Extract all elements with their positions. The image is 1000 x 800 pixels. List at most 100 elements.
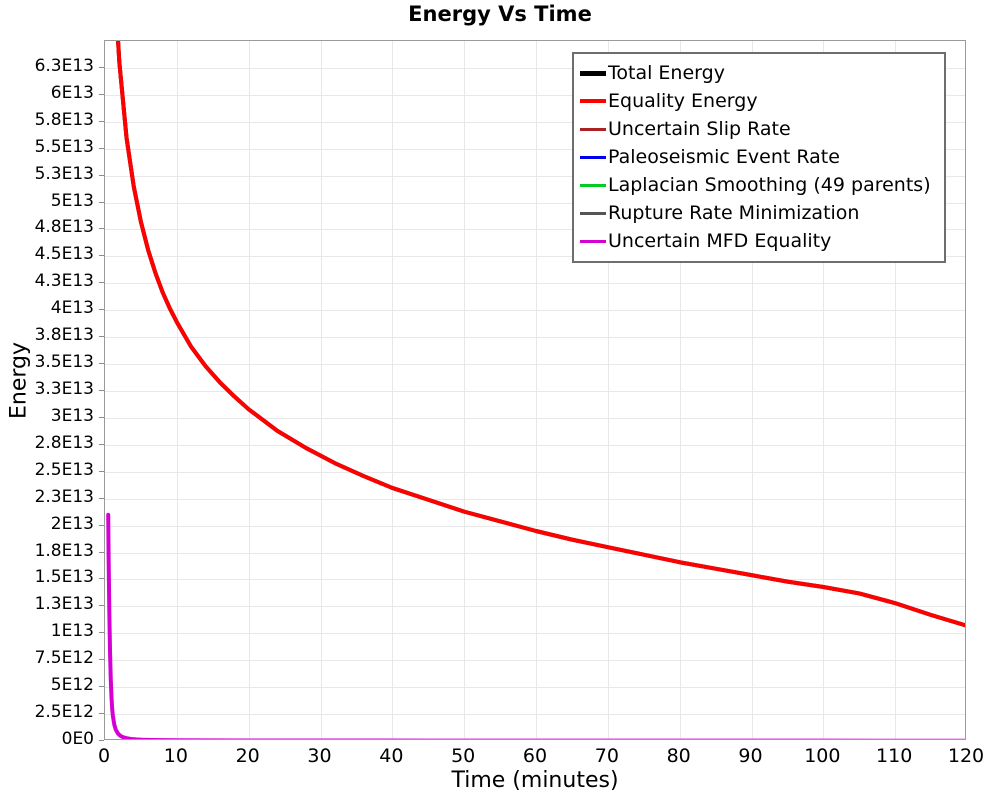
y-axis-tick-label: 3.8E13 [34,325,94,346]
y-axis-tick-mark [99,147,104,149]
y-axis-tick-mark [99,659,104,661]
y-axis-tick-mark [99,605,104,607]
gridline-horizontal [105,553,965,554]
series-line [106,512,965,739]
legend-item[interactable]: Uncertain Slip Rate [580,115,938,143]
legend-item-label: Uncertain Slip Rate [608,117,791,140]
y-axis-tick-mark [99,551,104,553]
y-axis-tick-mark [99,443,104,445]
series-lines [106,41,965,739]
x-axis-tick-label: 100 [804,745,841,767]
x-axis-tick-label: 110 [876,745,913,767]
gridline-vertical [464,41,465,739]
gridline-vertical [249,41,250,739]
y-axis-tick-mark [99,120,104,122]
y-axis-tick-label: 4.5E13 [34,244,94,265]
gridline-vertical [680,41,681,739]
gridline-vertical [752,41,753,739]
gridline-horizontal [105,418,965,419]
y-axis-tick-mark [99,713,104,715]
gridline-horizontal [105,526,965,527]
legend-item-label: Laplacian Smoothing (49 parents) [608,173,931,196]
x-axis-tick-label: 60 [522,745,548,767]
gridline-horizontal [105,95,965,96]
gridline-horizontal [105,499,965,500]
y-axis-tick-mark [99,686,104,688]
gridline-horizontal [105,660,965,661]
y-axis-tick-mark [99,336,104,338]
y-axis-tick-mark [99,524,104,526]
y-axis-tick-label: 1.5E13 [34,567,94,588]
y-axis-tick-label: 1.3E13 [34,594,94,615]
x-axis-tick-label: 0 [97,745,111,767]
gridline-horizontal [105,176,965,177]
gridline-horizontal [105,714,965,715]
y-axis-tick-mark [99,174,104,176]
y-axis-title: Energy [6,341,32,420]
legend-color-swatch-icon [580,155,606,159]
legend-item[interactable]: Laplacian Smoothing (49 parents) [580,171,938,199]
y-axis-tick-mark [99,578,104,580]
y-axis-tick-label: 5.5E13 [34,136,94,157]
series-line [116,41,965,628]
legend-color-swatch-icon [580,183,606,187]
gridline-vertical [608,41,609,739]
y-axis-tick-label: 4.3E13 [34,271,94,292]
gridline-horizontal [105,391,965,392]
gridline-horizontal [105,149,965,150]
legend-item[interactable]: Equality Energy [580,87,938,115]
x-axis-tick-label: 30 [307,745,332,767]
y-axis-tick-label: 6E13 [50,82,94,103]
legend-item[interactable]: Total Energy [580,59,938,87]
y-axis-tick-label: 3E13 [50,405,94,426]
y-axis-tick-label: 1.8E13 [34,540,94,561]
legend-item-label: Rupture Rate Minimization [608,201,860,224]
gridline-horizontal [105,122,965,123]
legend-color-swatch-icon [580,70,606,76]
y-axis-tick-label: 5E12 [50,675,94,696]
gridline-vertical [177,41,178,739]
legend-item[interactable]: Paleoseismic Event Rate [580,143,938,171]
legend-color-swatch-icon [580,99,606,103]
x-axis-tick-label: 10 [163,745,188,767]
gridline-vertical [536,41,537,739]
x-axis-tick-label: 50 [451,745,476,767]
gridline-horizontal [105,68,965,69]
y-axis-tick-label: 3.3E13 [34,379,94,399]
gridline-horizontal [105,606,965,607]
x-axis-tick-label: 90 [738,745,763,767]
y-axis-tick-mark [99,201,104,203]
y-axis-tick-mark [99,282,104,284]
y-axis-tick-label: 1E13 [50,621,94,642]
y-axis-tick-mark [99,632,104,634]
y-axis-tick-label: 0E0 [61,729,94,749]
gridline-vertical [392,41,393,739]
y-axis-tick-label: 2.5E12 [34,702,94,723]
y-axis-tick-label: 4.8E13 [34,217,94,238]
gridline-horizontal [105,310,965,311]
y-axis-tick-mark [99,93,104,95]
gridline-vertical [321,41,322,739]
x-axis-tick-label: 70 [594,745,619,767]
gridline-horizontal [105,364,965,365]
legend-item-label: Equality Energy [608,89,758,112]
y-axis-tick-mark [99,740,104,741]
legend-color-swatch-icon [580,211,606,215]
x-axis-title: Time (minutes) [451,768,619,793]
y-axis-tick-mark [99,390,104,391]
legend-item[interactable]: Rupture Rate Minimization [580,199,938,227]
gridline-horizontal [105,203,965,204]
gridline-horizontal [105,472,965,473]
y-axis-tick-label: 2E13 [50,513,94,534]
y-axis-tick-mark [99,228,104,230]
chart-legend: Total Energy Equality Energy Uncertain Sli… [572,52,946,263]
y-axis-tick-label: 2.3E13 [34,486,94,507]
legend-item-label: Total Energy [608,61,725,84]
legend-item[interactable]: Uncertain MFD Equality [580,227,938,255]
gridline-horizontal [105,633,965,634]
y-axis-tick-mark [99,363,104,365]
y-axis-tick-label: 5E13 [50,190,94,211]
y-axis-tick-label: 4E13 [50,298,94,319]
legend-item-label: Paleoseismic Event Rate [608,145,840,168]
